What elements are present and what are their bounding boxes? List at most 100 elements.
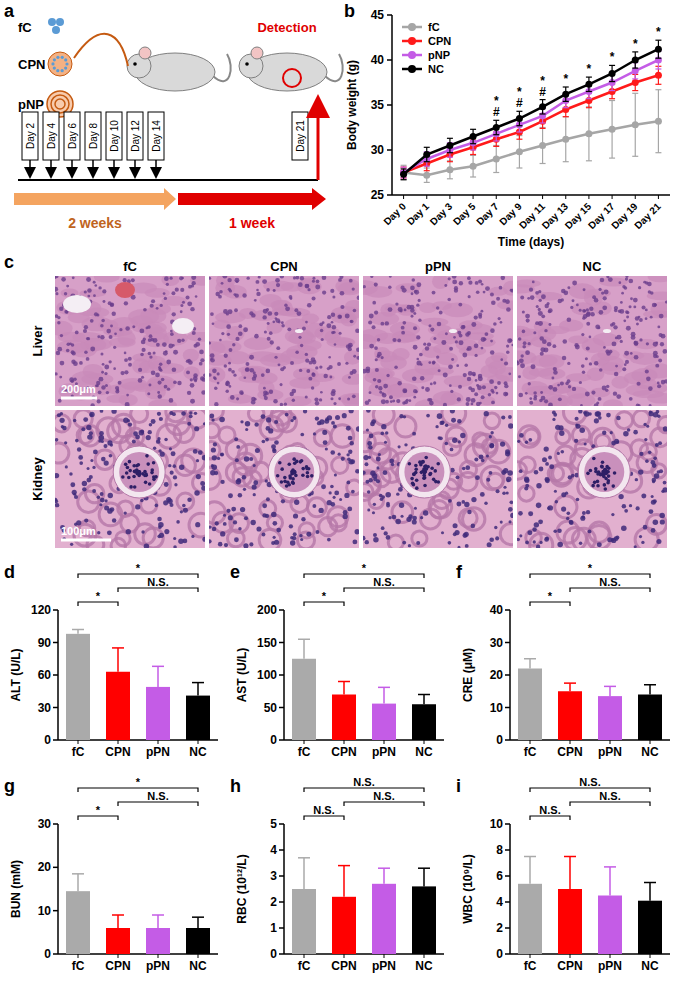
column-header: CPN bbox=[270, 259, 297, 274]
x-tick bbox=[403, 195, 404, 199]
tissue-texture bbox=[299, 523, 314, 538]
tissue-texture bbox=[449, 347, 453, 351]
tissue-texture bbox=[62, 426, 67, 431]
tissue-texture bbox=[213, 376, 216, 379]
tissue-texture bbox=[477, 385, 482, 390]
tissue-texture bbox=[416, 358, 419, 361]
tissue-texture bbox=[454, 289, 458, 293]
tissue-texture bbox=[579, 381, 582, 384]
tissue-texture bbox=[636, 323, 639, 326]
tissue-texture bbox=[119, 394, 138, 406]
tissue-texture bbox=[372, 325, 376, 329]
tissue-texture bbox=[518, 393, 523, 398]
detection-label: Detection bbox=[257, 20, 316, 35]
tissue-texture bbox=[101, 371, 104, 374]
tissue-texture bbox=[375, 351, 397, 363]
tissue-texture bbox=[266, 497, 270, 501]
tissue-texture bbox=[329, 491, 332, 494]
tissue-texture bbox=[72, 276, 75, 279]
tissue-texture bbox=[110, 443, 113, 446]
tissue-texture bbox=[321, 338, 324, 341]
tissue-texture bbox=[214, 377, 217, 380]
tissue-texture bbox=[418, 299, 421, 302]
tissue-texture bbox=[233, 468, 251, 486]
tissue-texture bbox=[538, 308, 541, 311]
tissue-texture bbox=[496, 297, 500, 301]
tissue-texture bbox=[98, 390, 102, 394]
tissue-texture bbox=[55, 314, 58, 318]
drug-icon bbox=[48, 18, 56, 26]
tissue-texture bbox=[209, 539, 212, 543]
tissue-texture bbox=[235, 337, 239, 341]
tissue-texture bbox=[598, 288, 601, 291]
significance: * bbox=[610, 50, 615, 64]
tissue-texture bbox=[386, 374, 389, 377]
tissue-texture bbox=[633, 305, 636, 308]
tissue-texture bbox=[98, 286, 101, 289]
tissue-texture bbox=[256, 289, 259, 292]
tissue-texture bbox=[191, 535, 194, 538]
tissue-texture bbox=[412, 376, 417, 381]
tissue-texture bbox=[341, 457, 345, 461]
tissue-texture bbox=[192, 331, 196, 335]
tissue-texture bbox=[235, 458, 239, 462]
tissue-texture bbox=[203, 374, 205, 377]
tissue-texture bbox=[483, 337, 486, 340]
tissue-texture bbox=[642, 306, 646, 310]
glomerulus bbox=[278, 461, 282, 465]
tissue-ground bbox=[55, 410, 205, 548]
tissue-texture bbox=[256, 526, 261, 531]
glomerulus bbox=[292, 457, 296, 461]
tissue-texture bbox=[392, 502, 413, 523]
tissue-texture bbox=[552, 344, 556, 348]
error-cap bbox=[493, 146, 499, 147]
tissue-texture bbox=[327, 367, 330, 370]
tissue-texture bbox=[315, 416, 319, 420]
tissue-texture bbox=[164, 482, 169, 487]
tissue-texture bbox=[276, 283, 280, 287]
tissue-texture bbox=[458, 340, 463, 345]
tissue-texture bbox=[233, 293, 236, 296]
tissue-texture bbox=[647, 282, 652, 287]
tissue-texture bbox=[396, 399, 400, 403]
tissue-texture bbox=[519, 358, 524, 363]
tissue-texture bbox=[236, 479, 241, 484]
tissue-texture bbox=[331, 312, 335, 316]
tissue-texture bbox=[157, 391, 160, 394]
error-cap bbox=[401, 167, 407, 168]
tissue-texture bbox=[419, 353, 423, 357]
glomerulus bbox=[146, 462, 150, 466]
tissue-texture bbox=[209, 373, 212, 376]
tissue-texture bbox=[181, 277, 184, 280]
tissue-texture bbox=[347, 506, 352, 511]
data-point bbox=[609, 70, 616, 77]
tissue-texture bbox=[650, 301, 667, 317]
tissue-texture bbox=[211, 418, 214, 421]
tissue-texture bbox=[429, 401, 434, 406]
tissue-texture bbox=[144, 544, 149, 548]
tissue-texture bbox=[625, 277, 628, 280]
tissue-texture bbox=[224, 354, 228, 358]
tissue-texture bbox=[271, 541, 275, 545]
tissue-texture bbox=[128, 363, 132, 367]
cpn-icon bbox=[65, 62, 68, 65]
tissue-texture bbox=[157, 412, 161, 416]
tissue-texture bbox=[312, 280, 315, 283]
glomerulus bbox=[133, 485, 137, 489]
tissue-texture bbox=[171, 451, 176, 456]
tissue-texture bbox=[474, 392, 478, 396]
tissue-texture bbox=[302, 326, 306, 330]
tissue-texture bbox=[284, 304, 287, 307]
tissue-texture bbox=[368, 433, 390, 455]
tissue-texture bbox=[238, 527, 241, 530]
tissue-texture bbox=[56, 351, 61, 356]
tissue-texture bbox=[253, 371, 256, 374]
tissue-texture bbox=[73, 361, 78, 366]
tissue-texture bbox=[308, 377, 312, 381]
tissue-texture bbox=[274, 312, 278, 316]
tissue-texture bbox=[548, 323, 551, 326]
tissue-texture bbox=[82, 481, 87, 486]
glomerulus bbox=[293, 470, 297, 474]
tissue-texture bbox=[264, 396, 268, 400]
significance: * bbox=[494, 94, 499, 108]
